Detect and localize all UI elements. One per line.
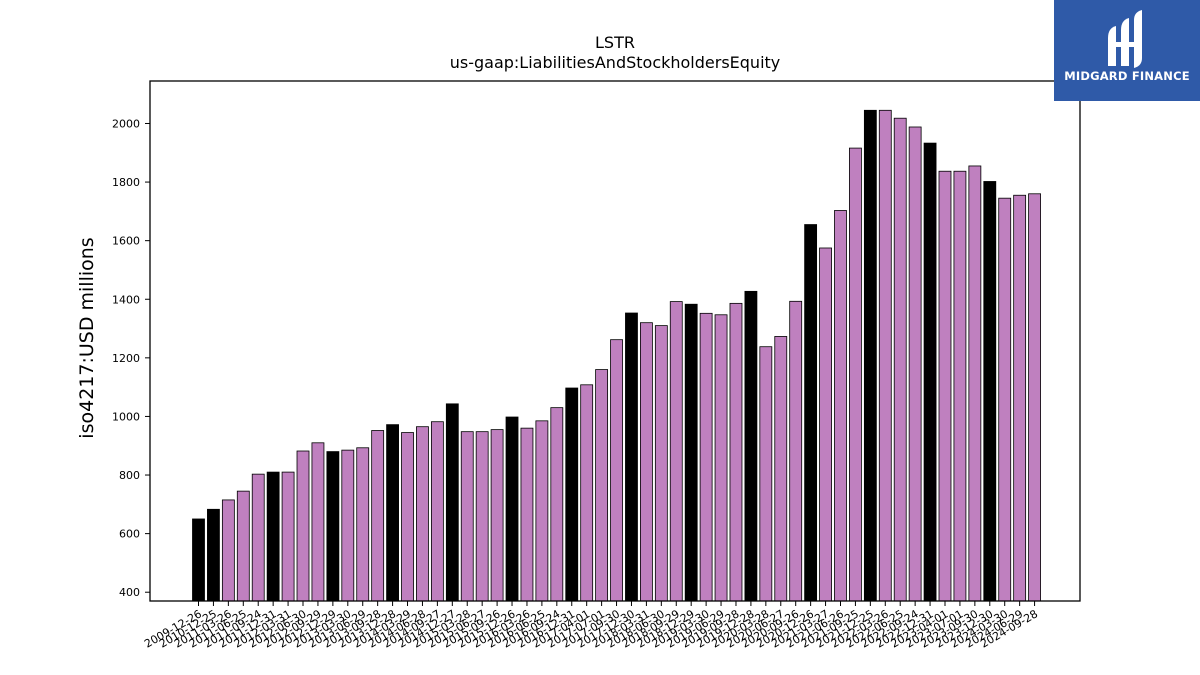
bar (610, 339, 623, 602)
bar (654, 325, 668, 602)
bar (580, 384, 594, 602)
bar (759, 346, 773, 602)
bar (1013, 194, 1027, 602)
bar (819, 247, 832, 602)
bar (505, 416, 519, 602)
bar (834, 210, 847, 602)
bar (386, 424, 399, 602)
bar (923, 142, 937, 602)
bar (520, 427, 534, 602)
bar (953, 170, 967, 602)
bar (490, 429, 504, 602)
bar (849, 147, 862, 602)
bar (401, 432, 414, 602)
bar (714, 314, 728, 602)
bar (684, 303, 698, 602)
bar (311, 442, 325, 602)
bar (281, 471, 295, 602)
bar (430, 421, 444, 602)
bar (416, 426, 429, 602)
y-tick-label: 800 (119, 469, 140, 482)
bar (908, 126, 922, 602)
bar (878, 109, 892, 602)
y-axis-label: iso4217:USD millions (76, 237, 98, 438)
bar (460, 431, 474, 602)
bar (983, 181, 997, 602)
y-tick-label: 1600 (112, 235, 140, 248)
bar (789, 300, 803, 602)
bar (296, 450, 310, 602)
y-tick-label: 600 (119, 528, 140, 541)
bar (863, 109, 877, 602)
bar (192, 518, 205, 602)
bar (625, 312, 638, 602)
plot-frame (149, 80, 1081, 602)
bar (207, 508, 220, 602)
bar (236, 490, 250, 602)
bar (475, 431, 489, 602)
chart-title: LSTR (595, 33, 635, 52)
y-tick-label: 1400 (112, 293, 140, 306)
bar (595, 369, 609, 602)
bar (371, 430, 385, 602)
bar (804, 224, 818, 602)
bar (341, 449, 355, 602)
bar (774, 336, 788, 602)
bar-series (192, 109, 1041, 602)
midgard-finance-logo: MIDGARD FINANCE (1054, 0, 1200, 101)
y-tick-label: 1000 (112, 410, 140, 423)
y-tick-label: 1200 (112, 352, 140, 365)
bar (445, 403, 459, 602)
bar (640, 322, 653, 602)
y-tick-label: 1800 (112, 176, 140, 189)
y-tick-label: 2000 (112, 117, 140, 130)
bar (699, 312, 713, 602)
bar (669, 301, 683, 602)
bar (744, 290, 758, 602)
bar (998, 197, 1012, 602)
chart-subtitle: us-gaap:LiabilitiesAndStockholdersEquity (450, 53, 781, 72)
bar (356, 447, 370, 602)
bar (251, 473, 265, 602)
bar (326, 451, 340, 602)
y-tick-label: 400 (119, 586, 140, 599)
x-axis: 2009-12-262010-12-252011-03-262011-06-25… (142, 601, 1040, 651)
logo-text: MIDGARD FINANCE (1064, 69, 1190, 83)
bar (221, 499, 235, 602)
y-axis: 400 600 800 1000 1200 1400 1600 1800 2000 (112, 117, 150, 599)
bar (550, 407, 564, 602)
bar (729, 302, 743, 602)
bar (535, 420, 549, 602)
bar (938, 170, 952, 602)
bar (968, 165, 982, 602)
bar (1028, 193, 1041, 602)
bar (565, 387, 579, 602)
bar (893, 117, 907, 602)
logo-mark-icon (1108, 10, 1142, 68)
bar (266, 471, 280, 602)
